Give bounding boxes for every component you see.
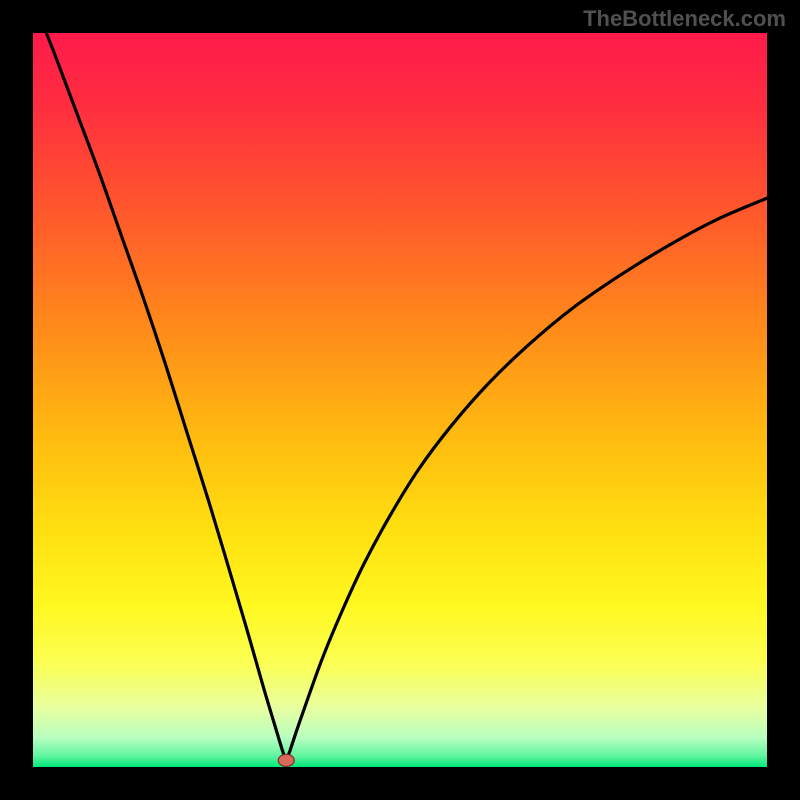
plot-area <box>33 33 767 767</box>
watermark-text: TheBottleneck.com <box>583 6 786 32</box>
minimum-marker <box>278 754 294 766</box>
gradient-background <box>33 33 767 767</box>
chart-svg <box>33 33 767 767</box>
canvas: TheBottleneck.com <box>0 0 800 800</box>
